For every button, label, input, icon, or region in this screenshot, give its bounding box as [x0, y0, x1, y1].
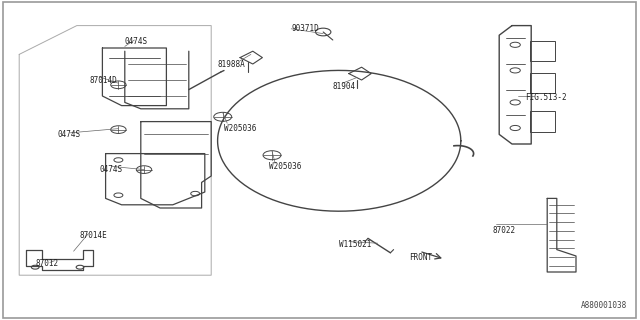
Text: FIG.513-2: FIG.513-2	[525, 93, 566, 102]
Text: 87014D: 87014D	[90, 76, 117, 84]
Text: 87022: 87022	[493, 226, 516, 235]
Text: 0474S: 0474S	[99, 165, 122, 174]
Text: 87014E: 87014E	[80, 231, 108, 240]
Text: 0474S: 0474S	[125, 37, 148, 46]
Text: 0474S: 0474S	[58, 130, 81, 139]
Text: FRONT: FRONT	[410, 253, 433, 262]
Text: W115021: W115021	[339, 240, 372, 249]
Text: 81988A: 81988A	[218, 60, 245, 68]
Text: 87012: 87012	[35, 260, 58, 268]
Text: W205036: W205036	[269, 162, 301, 171]
Text: W205036: W205036	[224, 124, 257, 132]
Text: A880001038: A880001038	[581, 301, 627, 310]
Text: 90371D: 90371D	[291, 24, 319, 33]
Text: 81904: 81904	[333, 82, 356, 91]
